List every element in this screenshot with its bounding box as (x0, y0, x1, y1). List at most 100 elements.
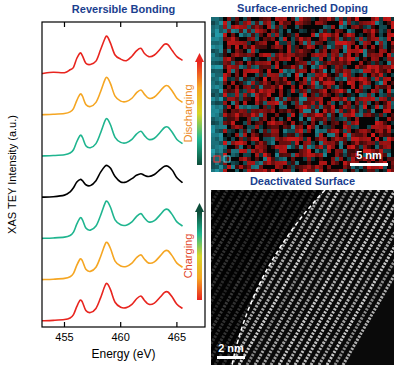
eds-pixel (291, 37, 295, 41)
eds-pixel (259, 165, 263, 169)
eds-pixel (215, 61, 219, 65)
eds-pixel (211, 129, 215, 133)
eds-pixel (263, 145, 267, 149)
eds-pixel (223, 101, 227, 105)
eds-pixel (279, 37, 283, 41)
eds-pixel (303, 89, 307, 93)
eds-pixel (367, 41, 371, 45)
eds-pixel (343, 113, 347, 117)
eds-pixel (271, 105, 275, 109)
eds-pixel (223, 65, 227, 69)
eds-pixel (339, 113, 343, 117)
eds-pixel (255, 21, 259, 25)
eds-pixel (343, 73, 347, 77)
eds-pixel (211, 17, 215, 21)
eds-pixel (263, 157, 267, 161)
eds-pixel (271, 169, 275, 172)
eds-pixel (283, 81, 287, 85)
eds-pixel (231, 17, 235, 21)
eds-pixel (387, 37, 391, 41)
eds-pixel (299, 41, 303, 45)
eds-pixel (223, 33, 227, 37)
eds-pixel (283, 121, 287, 125)
eds-pixel (259, 73, 263, 77)
eds-pixel (303, 37, 307, 41)
eds-pixel (355, 125, 359, 129)
eds-pixel (223, 97, 227, 101)
eds-pixel (231, 129, 235, 133)
eds-pixel (271, 77, 275, 81)
eds-pixel (255, 149, 259, 153)
eds-pixel (275, 57, 279, 61)
eds-pixel (327, 149, 331, 153)
eds-pixel (223, 109, 227, 113)
eds-pixel (379, 121, 383, 125)
eds-pixel (319, 33, 323, 37)
eds-pixel (251, 169, 255, 172)
eds-pixel (255, 157, 259, 161)
spectrum-line (42, 36, 183, 73)
eds-pixel (251, 125, 255, 129)
eds-pixel (339, 89, 343, 93)
eds-pixel (295, 21, 299, 25)
eds-pixel (351, 113, 355, 117)
eds-pixel (307, 97, 311, 101)
eds-pixel (303, 141, 307, 145)
eds-pixel (359, 25, 363, 29)
eds-pixel (271, 73, 275, 77)
eds-pixel (247, 29, 251, 33)
eds-pixel (243, 29, 247, 33)
eds-pixel (307, 37, 311, 41)
eds-pixel (223, 61, 227, 65)
eds-pixel (359, 33, 363, 37)
eds-pixel (367, 21, 371, 25)
eds-pixel (219, 149, 223, 153)
eds-pixel (371, 109, 375, 113)
eds-pixel (235, 73, 239, 77)
eds-pixel (383, 93, 387, 97)
eds-pixel (335, 117, 339, 121)
eds-pixel (391, 33, 394, 37)
eds-pixel (379, 61, 383, 65)
eds-pixel (311, 33, 315, 37)
eds-pixel (359, 93, 363, 97)
eds-pixel (383, 141, 387, 145)
eds-pixel (303, 53, 307, 57)
eds-pixel (283, 125, 287, 129)
eds-pixel (331, 33, 335, 37)
eds-pixel (215, 89, 219, 93)
spectrum-line (42, 242, 183, 279)
eds-pixel (263, 73, 267, 77)
eds-pixel (367, 141, 371, 145)
eds-pixel (303, 109, 307, 113)
eds-pixel (303, 81, 307, 85)
eds-pixel (323, 105, 327, 109)
eds-pixel (359, 73, 363, 77)
eds-pixel (267, 101, 271, 105)
eds-pixel (371, 49, 375, 53)
eds-pixel (363, 49, 367, 53)
eds-pixel (227, 17, 231, 21)
eds-pixel (299, 21, 303, 25)
eds-pixel (243, 81, 247, 85)
eds-pixel (227, 85, 231, 89)
eds-pixel (315, 57, 319, 61)
eds-pixel (215, 129, 219, 133)
eds-pixel (299, 129, 303, 133)
eds-pixel (287, 33, 291, 37)
eds-pixel (319, 45, 323, 49)
eds-pixel (211, 149, 215, 153)
eds-pixel (279, 153, 283, 157)
eds-pixel (355, 113, 359, 117)
eds-pixel (363, 77, 367, 81)
eds-pixel (335, 121, 339, 125)
eds-pixel (315, 53, 319, 57)
eds-pixel (231, 137, 235, 141)
eds-pixel (255, 109, 259, 113)
eds-pixel (343, 41, 347, 45)
eds-pixel (383, 17, 387, 21)
eds-pixel (379, 25, 383, 29)
eds-pixel (267, 25, 271, 29)
eds-pixel (339, 157, 343, 161)
eds-pixel (219, 117, 223, 121)
